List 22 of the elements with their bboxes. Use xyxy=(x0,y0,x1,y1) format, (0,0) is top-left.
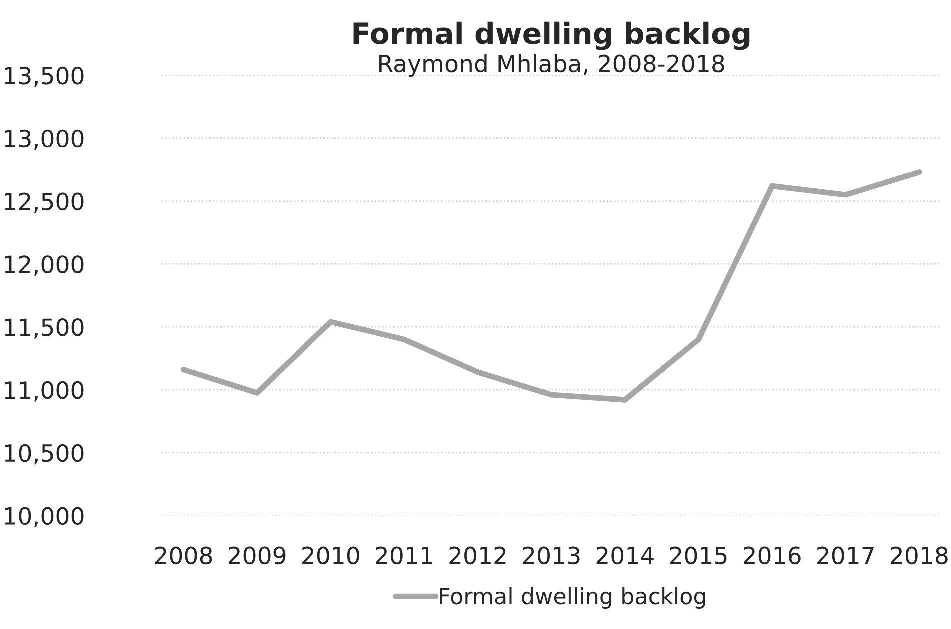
x-tick-label: 2012 xyxy=(450,546,506,565)
x-tick-label: 2008 xyxy=(155,546,212,565)
y-tick-label: 10,500 xyxy=(5,444,84,465)
y-tick-label: 11,500 xyxy=(5,318,84,339)
chart-subtitle: Raymond Mhlaba, 2008-2018 xyxy=(380,54,724,78)
x-tick-label: 2014 xyxy=(596,546,654,565)
x-tick-label: 2017 xyxy=(818,546,874,565)
y-tick-label: 10,000 xyxy=(5,507,84,528)
y-tick-label: 13,000 xyxy=(5,130,84,150)
y-tick-label: 12,500 xyxy=(5,192,84,213)
y-tick-label: 13,500 xyxy=(5,66,84,88)
y-tick-label: 11,000 xyxy=(5,381,84,402)
x-tick-label: 2011 xyxy=(376,546,432,565)
x-tick-label: 2016 xyxy=(744,546,801,565)
legend-label: Formal dwelling backlog xyxy=(440,587,706,609)
x-tick-label: 2009 xyxy=(228,546,286,565)
x-tick-label: 2018 xyxy=(891,546,948,565)
x-tick-label: 2015 xyxy=(670,546,727,565)
x-tick-label: 2013 xyxy=(523,546,580,565)
x-tick-label: 2010 xyxy=(302,546,360,565)
y-tick-label: 12,000 xyxy=(5,256,84,276)
chart-title: Formal dwelling backlog xyxy=(354,22,750,50)
